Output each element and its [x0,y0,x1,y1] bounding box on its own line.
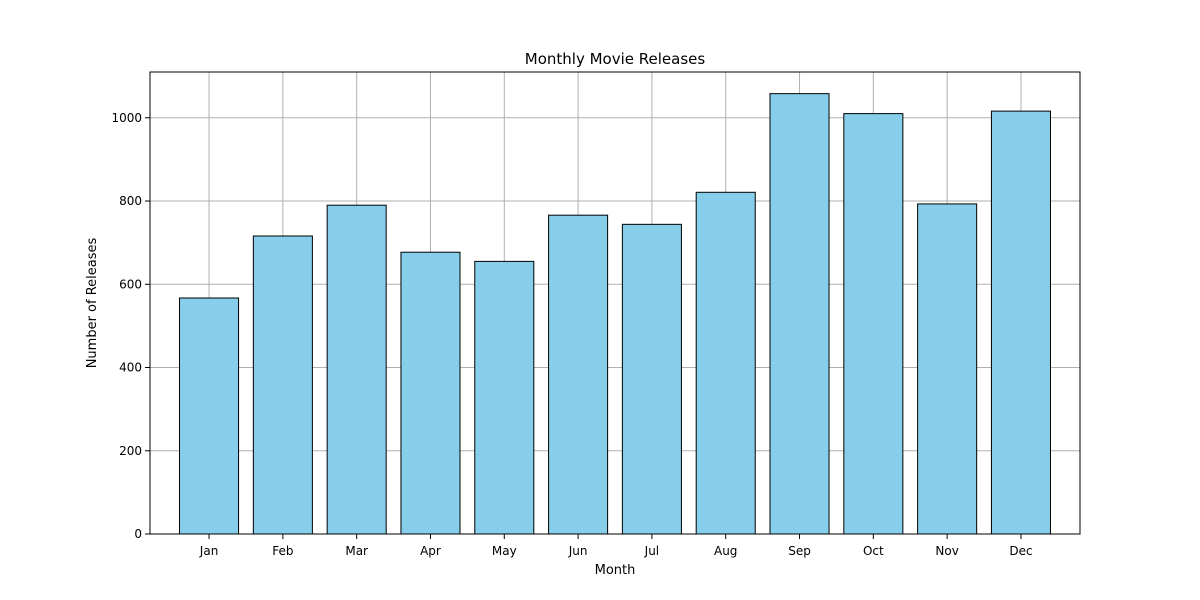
y-tick-label: 0 [134,527,142,541]
bar-apr [400,251,461,535]
x-tick-label: Apr [420,544,441,558]
x-tick-label: Nov [935,544,958,558]
x-tick-label: Mar [345,544,368,558]
x-tick-label: Jul [644,544,659,558]
y-tick-label: 800 [119,194,142,208]
bar-jan [179,297,240,535]
bar-jul [621,223,682,535]
y-tick-label: 1000 [111,111,142,125]
bar-oct [843,113,904,535]
y-axis-label: Number of Releases [85,237,100,368]
chart-title: Monthly Movie Releases [525,50,706,68]
x-tick-label: May [492,544,517,558]
bar-layer [179,93,1051,535]
y-tick-label: 600 [119,277,142,291]
bar-jun [548,214,609,535]
x-tick-label: Oct [863,544,884,558]
x-axis-label: Month [595,563,636,578]
bar-dec [990,110,1051,535]
y-tick-label: 200 [119,444,142,458]
x-tick-label: Jan [199,544,219,558]
y-tick-label: 400 [119,361,142,375]
bar-mar [326,204,387,535]
x-tick-label: Dec [1009,544,1032,558]
x-tick-label: Aug [714,544,737,558]
bar-sep [769,93,830,535]
bar-nov [917,203,978,535]
x-tick-label: Sep [788,544,811,558]
x-tick-label: Feb [272,544,293,558]
plot-frame [149,71,1081,535]
bar-feb [252,235,313,535]
x-tick-label: Jun [568,544,588,558]
bar-aug [695,191,756,535]
tick-layer: 0 200 400 600 800 1000 Jan Feb Mar Apr May Jun Jul Au… [111,111,1032,558]
bar-may [474,260,535,535]
